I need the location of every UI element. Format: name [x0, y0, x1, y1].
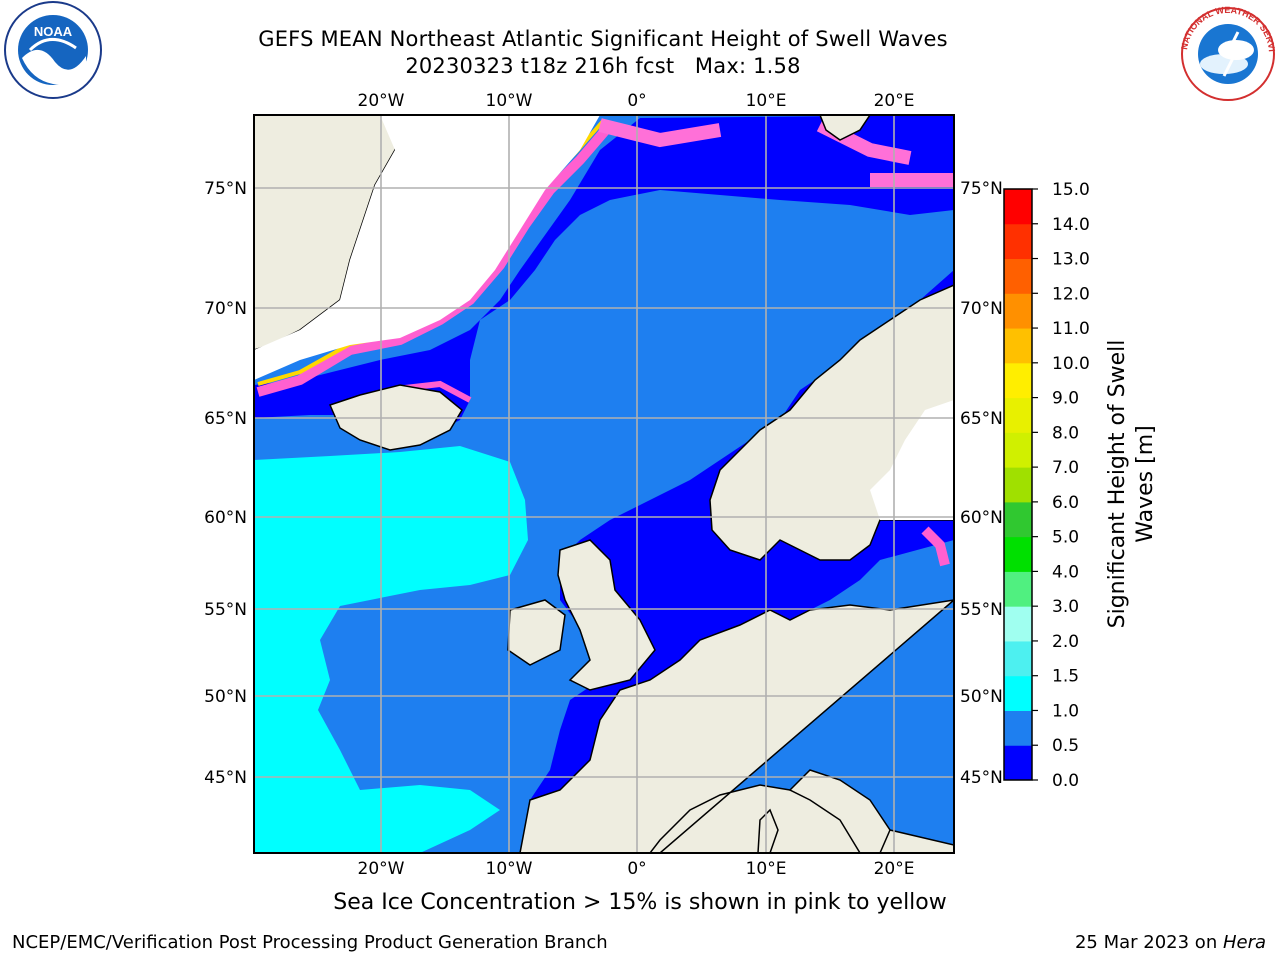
lon-tick-top: 20°E [874, 91, 915, 111]
sea-ice-iceland-north [404, 380, 472, 403]
colorbar-segment [1004, 675, 1032, 711]
noaa-logo-icon: NOAA [4, 1, 102, 99]
lat-tick-left: 65°N [204, 409, 247, 429]
ireland [507, 599, 566, 666]
colorbar-segment [1004, 501, 1032, 538]
lon-tick-top: 10°E [746, 91, 787, 111]
chart-subtitle: 20230323 t18z 216h fcst Max: 1.58 [405, 54, 801, 78]
colorbar-tick-label: 14.0 [1052, 215, 1090, 235]
colorbar-segment [1004, 640, 1032, 677]
footer-date: 25 Mar 2023 on Hera [1075, 932, 1266, 953]
lon-tick-bottom: 20°W [358, 859, 405, 879]
lon-tick-top: 20°W [358, 91, 405, 111]
footer-host: Hera [1222, 932, 1266, 953]
colorbar-label: Significant Height of Swell Waves [m] [1105, 340, 1158, 629]
lat-ticks-right: 75°N 70°N 65°N 60°N 55°N 50°N 45°N [960, 179, 1003, 788]
colorbar-segment [1004, 710, 1032, 746]
lon-tick-bottom: 0° [627, 859, 646, 879]
lat-tick-right: 55°N [960, 600, 1003, 620]
low-swell-north [254, 115, 954, 430]
lon-tick-bottom: 10°W [486, 859, 533, 879]
lon-ticks-bottom: 20°W 10°W 0° 10°E 20°E [358, 859, 915, 879]
colorbar-label-line1: Significant Height of Swell [1105, 340, 1130, 629]
colorbar-tick-label: 10.0 [1052, 354, 1090, 374]
graticule [254, 115, 954, 853]
colorbar-tick-label: 11.0 [1052, 319, 1090, 339]
lat-tick-right: 65°N [960, 409, 1003, 429]
colorbar-segment [1004, 362, 1032, 399]
italy [788, 769, 891, 853]
lon-tick-top: 10°W [486, 91, 533, 111]
chart-title: GEFS MEAN Northeast Atlantic Significant… [258, 27, 948, 51]
lat-tick-right: 45°N [960, 768, 1003, 788]
colorbar-segment [1004, 606, 1032, 642]
noaa-logo-text: NOAA [34, 24, 73, 39]
lon-tick-bottom: 20°E [874, 859, 915, 879]
lat-tick-left: 60°N [204, 508, 247, 528]
lat-tick-left: 70°N [204, 299, 247, 319]
sea-ice-note: Sea Ice Concentration > 15% is shown in … [333, 890, 947, 915]
lat-tick-left: 55°N [204, 600, 247, 620]
map-frame [253, 114, 955, 854]
colorbar-segment [1004, 432, 1032, 468]
colorbar-segment [1004, 328, 1032, 364]
colorbar-segment [1004, 745, 1032, 781]
lon-tick-top: 0° [627, 91, 646, 111]
sardinia [757, 808, 779, 853]
colorbar-tick-label: 5.0 [1052, 528, 1079, 548]
no-data-greenland [254, 115, 600, 380]
lat-tick-right: 70°N [960, 299, 1003, 319]
colorbar-tick-label: 1.0 [1052, 701, 1079, 721]
lat-tick-right: 75°N [960, 179, 1003, 199]
no-data-bothnia [870, 400, 954, 520]
colorbar-segment [1004, 189, 1032, 225]
colorbar-segment [1004, 571, 1032, 607]
colorbar-tick-label: 0.5 [1052, 736, 1079, 756]
colorbar-tick-label: 13.0 [1052, 250, 1090, 270]
lon-tick-bottom: 10°E [746, 859, 787, 879]
colorbar-segment [1004, 536, 1032, 572]
colorbar-segment [1004, 397, 1032, 433]
footer-producer: NCEP/EMC/Verification Post Processing Pr… [12, 932, 608, 953]
lat-tick-left: 45°N [204, 768, 247, 788]
colorbar-tick-label: 12.0 [1052, 284, 1090, 304]
footer-date-text: 25 Mar 2023 on [1074, 932, 1223, 953]
colorbar-segment [1004, 293, 1032, 329]
lat-tick-right: 50°N [960, 687, 1003, 707]
cyan-swell-region [254, 446, 528, 853]
lat-tick-right: 60°N [960, 508, 1003, 528]
colorbar-tick-label: 9.0 [1052, 389, 1079, 409]
colorbar-segment [1004, 467, 1032, 503]
colorbar-tick-label: 8.0 [1052, 423, 1079, 443]
colorbar-ticks: 0.0 0.5 1.0 1.5 2.0 3.0 4.0 5.0 6.0 7.0 8.0 9.0 10.0… [1032, 180, 1090, 791]
colorbar-segment [1004, 258, 1032, 294]
colorbar-tick-label: 3.0 [1052, 597, 1079, 617]
lat-tick-left: 50°N [204, 687, 247, 707]
svalbard [819, 115, 871, 141]
colorbar-tick-label: 6.0 [1052, 493, 1079, 513]
nws-logo-icon: NATIONAL WEATHER SERVICE [1180, 6, 1276, 101]
colorbar-tick-label: 2.0 [1052, 632, 1079, 652]
great-britain [557, 539, 656, 691]
colorbar-frame [1003, 188, 1033, 781]
sea-ice-baltic [921, 526, 950, 567]
colorbar-tick-label: 7.0 [1052, 458, 1079, 478]
colorbar-tick-label: 15.0 [1052, 180, 1090, 200]
colorbar [1004, 189, 1032, 781]
colorbar-label-line2: Waves [m] [1133, 425, 1158, 542]
colorbar-tick-label: 1.5 [1052, 667, 1079, 687]
colorbar-segment [1004, 223, 1032, 260]
lat-tick-left: 75°N [204, 179, 247, 199]
colorbar-tick-label: 0.0 [1052, 771, 1079, 791]
lat-ticks-left: 75°N 70°N 65°N 60°N 55°N 50°N 45°N [204, 179, 247, 788]
map-plot-area [254, 115, 954, 853]
colorbar-tick-label: 4.0 [1052, 562, 1079, 582]
lon-ticks-top: 20°W 10°W 0° 10°E 20°E [358, 91, 915, 111]
europe-mainland [519, 599, 954, 853]
